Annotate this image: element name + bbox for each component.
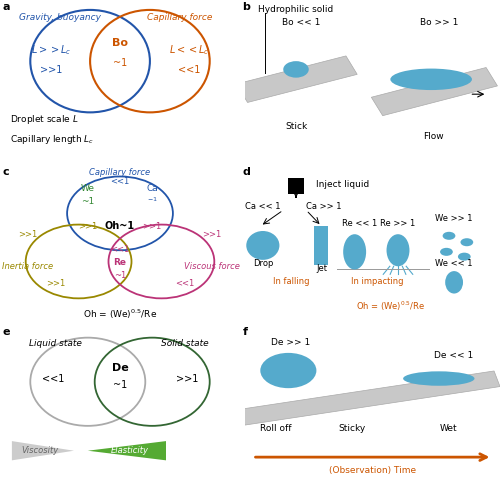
Polygon shape bbox=[239, 371, 500, 425]
Text: Flow: Flow bbox=[424, 132, 444, 141]
Text: Hydrophilic solid: Hydrophilic solid bbox=[258, 5, 333, 14]
Text: Oh = (We)$^{0.5}$/Re: Oh = (We)$^{0.5}$/Re bbox=[356, 299, 425, 312]
Text: De: De bbox=[112, 363, 128, 373]
Ellipse shape bbox=[283, 61, 309, 78]
Text: Gravity, buoyancy: Gravity, buoyancy bbox=[19, 13, 101, 22]
Text: >>1: >>1 bbox=[202, 230, 222, 240]
Ellipse shape bbox=[442, 232, 456, 240]
Text: Inertia force: Inertia force bbox=[2, 262, 54, 272]
Text: Bo >> 1: Bo >> 1 bbox=[420, 18, 458, 27]
Ellipse shape bbox=[460, 238, 473, 246]
Bar bbox=[314, 226, 328, 265]
Text: Solid state: Solid state bbox=[160, 339, 208, 348]
Text: Stick: Stick bbox=[285, 122, 307, 131]
Text: ~1: ~1 bbox=[114, 271, 126, 279]
Text: >>1: >>1 bbox=[78, 223, 98, 231]
Text: a: a bbox=[2, 1, 10, 12]
Bar bbox=[288, 178, 304, 194]
Text: Droplet scale $L$: Droplet scale $L$ bbox=[10, 113, 78, 126]
Text: Capillary length $L_c$: Capillary length $L_c$ bbox=[10, 133, 94, 146]
Text: <<1: <<1 bbox=[42, 374, 64, 384]
Text: In impacting: In impacting bbox=[352, 277, 404, 286]
Text: Bo << 1: Bo << 1 bbox=[282, 18, 321, 27]
Polygon shape bbox=[236, 56, 357, 103]
Ellipse shape bbox=[343, 234, 366, 269]
Polygon shape bbox=[372, 68, 498, 116]
Text: <<1: <<1 bbox=[175, 278, 194, 288]
Text: Wet: Wet bbox=[440, 424, 458, 434]
Text: Viscosity: Viscosity bbox=[21, 446, 59, 455]
Text: $L >>L_c$: $L >>L_c$ bbox=[31, 43, 71, 57]
Text: Jet: Jet bbox=[316, 264, 327, 273]
Text: Re: Re bbox=[114, 258, 126, 267]
Text: $^{-1}$: $^{-1}$ bbox=[147, 197, 158, 206]
Text: In falling: In falling bbox=[272, 277, 309, 286]
Ellipse shape bbox=[386, 234, 409, 266]
Text: Roll off: Roll off bbox=[260, 424, 292, 434]
Text: Viscous force: Viscous force bbox=[184, 262, 240, 272]
Text: >>1: >>1 bbox=[176, 374, 198, 384]
Text: <<1: <<1 bbox=[110, 177, 130, 187]
Text: ~1: ~1 bbox=[113, 380, 127, 390]
Text: Inject liquid: Inject liquid bbox=[316, 180, 370, 189]
Text: Sticky: Sticky bbox=[338, 424, 365, 434]
Text: >>1: >>1 bbox=[18, 230, 38, 240]
Ellipse shape bbox=[260, 353, 316, 388]
Text: $L << L_c$: $L << L_c$ bbox=[169, 43, 209, 57]
Text: De >> 1: De >> 1 bbox=[272, 338, 310, 347]
Text: <<1: <<1 bbox=[178, 65, 200, 75]
Ellipse shape bbox=[390, 69, 472, 90]
Text: We: We bbox=[81, 184, 95, 193]
Text: Liquid state: Liquid state bbox=[29, 339, 82, 348]
Text: Capillary force: Capillary force bbox=[147, 13, 212, 22]
Text: >>1: >>1 bbox=[40, 65, 62, 75]
Text: Capillary force: Capillary force bbox=[90, 168, 150, 177]
Text: >>1: >>1 bbox=[46, 278, 65, 288]
Ellipse shape bbox=[440, 248, 453, 256]
Text: Elasticity: Elasticity bbox=[111, 446, 149, 455]
Text: d: d bbox=[242, 167, 250, 177]
Text: >>1: >>1 bbox=[142, 223, 162, 231]
Text: (Observation) Time: (Observation) Time bbox=[329, 466, 416, 475]
Polygon shape bbox=[12, 441, 74, 460]
Text: Ca >> 1: Ca >> 1 bbox=[306, 202, 342, 210]
Text: We >> 1: We >> 1 bbox=[436, 214, 473, 224]
Text: <<1: <<1 bbox=[110, 245, 130, 254]
Text: b: b bbox=[242, 1, 250, 12]
Text: e: e bbox=[2, 327, 10, 337]
Text: ~1: ~1 bbox=[81, 197, 94, 206]
Polygon shape bbox=[88, 441, 166, 460]
Text: Bo: Bo bbox=[112, 38, 128, 48]
Text: Ca: Ca bbox=[146, 184, 158, 193]
Ellipse shape bbox=[458, 253, 470, 260]
Text: De << 1: De << 1 bbox=[434, 351, 474, 360]
Text: Oh~1: Oh~1 bbox=[105, 222, 135, 231]
Text: Oh = (We)$^{0.5}$/Re: Oh = (We)$^{0.5}$/Re bbox=[83, 307, 157, 321]
Text: Re >> 1: Re >> 1 bbox=[380, 219, 416, 228]
Text: Drop: Drop bbox=[252, 259, 273, 268]
Text: Ca << 1: Ca << 1 bbox=[245, 202, 280, 210]
Text: f: f bbox=[242, 327, 248, 337]
Text: ~1: ~1 bbox=[113, 58, 127, 68]
Text: We << 1: We << 1 bbox=[436, 259, 473, 268]
Ellipse shape bbox=[403, 371, 474, 386]
Ellipse shape bbox=[445, 271, 463, 294]
Ellipse shape bbox=[246, 231, 280, 260]
Text: c: c bbox=[2, 167, 10, 177]
Text: Re << 1: Re << 1 bbox=[342, 219, 378, 228]
